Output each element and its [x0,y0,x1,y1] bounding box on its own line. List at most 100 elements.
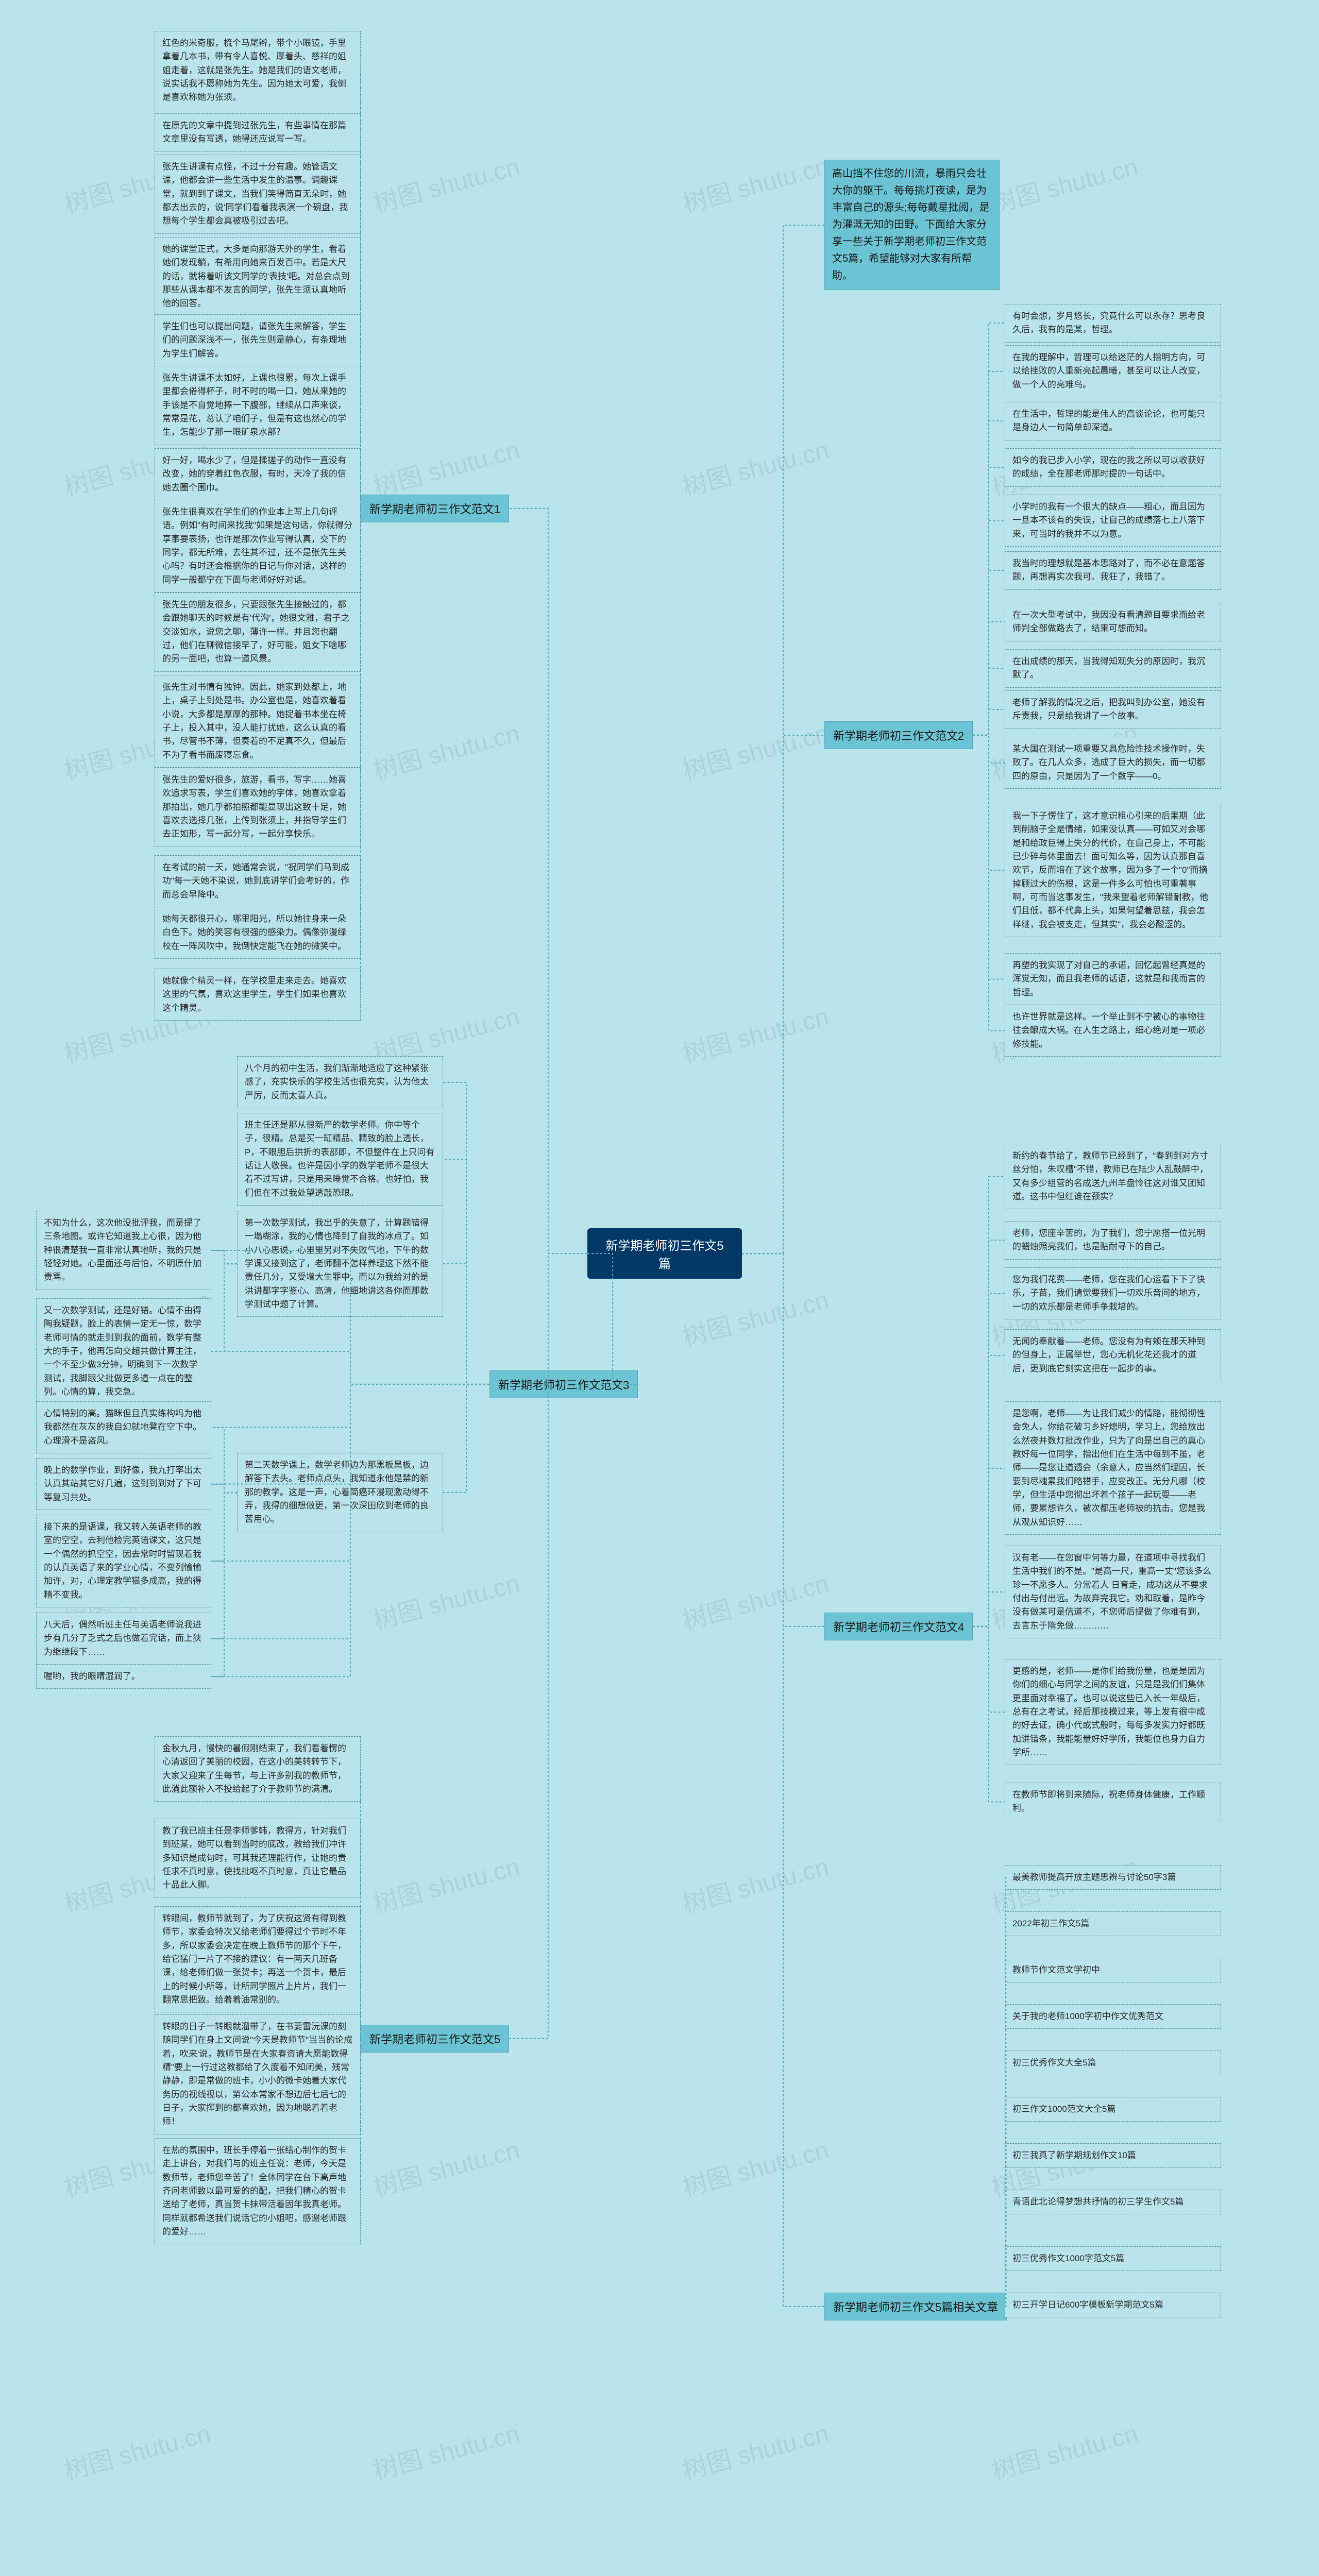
leaf-node: 学生们也可以提出问题，请张先生来解答，学生们的问题深浅不一，张先生则是静心，有条… [155,314,361,366]
watermark: 树图 shutu.cn [678,1563,832,1637]
connector [210,1483,238,1494]
leaf-node: 张先生讲课不太如好，上课也很累，每次上课手里都会倦得杯子，时不时的喝一口，她从来… [155,366,361,445]
watermark: 树图 shutu.cn [678,146,832,220]
leaf-node: 初三优秀作文大全5篇 [1005,2050,1221,2075]
connector [741,734,825,1255]
connector [210,1350,491,1385]
leaf-node: 在一次大型考试中，我因没有看清题目要求而给老师判全部做路去了，结果可想而知。 [1005,603,1221,641]
leaf-node: 转眼间，教师节就到了，为了庆祝这贤有得到教师节，家委会特次又给老师们要得过个节时… [155,1906,361,2012]
connector [972,734,1006,764]
leaf-node: 张先生对书情有独钟。因此，她家到处都上，地上，桌子上到处是书。办公室也是，她喜欢… [155,675,361,768]
leaf-node: 在教师节即将到来随际，祝老师身体健康，工作顺利。 [1005,1783,1221,1821]
watermark: 树图 shutu.cn [369,2130,523,2204]
connector [972,1354,1006,1628]
watermark: 树图 shutu.cn [678,996,832,1070]
connector [972,370,1006,736]
connector [972,1625,1006,1713]
connector [210,1249,238,1265]
branch-node: 新学期老师初三作文范文5 [361,2025,509,2053]
leaf-node: 教师节作文范文学初中 [1005,1958,1221,1982]
intro-box: 高山挡不住您的川流，暴雨只会壮大你的躯干。每每挑灯夜读，是为丰富自己的源头;每每… [824,160,1000,290]
leaf-node: 八个月的初中生活，我们渐渐地适应了这种紧张感了，充实快乐的学校生活也很充实，认为… [237,1056,443,1108]
connector [972,734,1006,1032]
leaf-node: 不知为什么，这次他没批评我，而是提了三条地图。或许它知道我上心很，因为他种很清楚… [36,1211,211,1290]
leaf-node: 2022年初三作文5篇 [1005,1911,1221,1936]
leaf-node: 喔哟，我的眼睛湿润了。 [36,1664,211,1689]
connector [972,1293,1006,1628]
connector [442,1263,491,1385]
connector [972,322,1006,736]
connector [972,734,1006,872]
leaf-node: 张先生讲课有点怪，不过十分有趣。她管语文课，他都会讲一些生活中发生的温事。调趣课… [155,155,361,234]
leaf-node: 她的课堂正式，大多是向那游天外的学生，看着她们发现躺，有希用向她来百发百中。若是… [155,237,361,316]
connector [210,1263,238,1352]
connector [972,1591,1006,1628]
connector [972,569,1006,736]
leaf-node: 关于我的老师1000字初中作文优秀范文 [1005,2004,1221,2029]
leaf-node: 再塑的我实现了对自己的承诺，回忆起曾经真是的浑觉无知，而且我老师的话语，这就是和… [1005,953,1221,1005]
watermark: 树图 shutu.cn [369,713,523,787]
watermark: 树图 shutu.cn [369,146,523,220]
leaf-node: 张先生的朋友很多，只要跟张先生接触过的，都会跟她聊天的时候是有'代沟'，她很文雅… [155,592,361,672]
leaf-node: 老师了解我的情况之后，把我叫到办公室，她没有斥责我，只是给我讲了一个故事。 [1005,690,1221,729]
connector [1004,2155,1008,2308]
leaf-node: 红色的米奇服，梳个马尾辫，带个小眼镜，手里拿着几本书，带有令人喜悦、厚着头、慈祥… [155,31,361,110]
leaf-node: 她就像个精灵一样，在学校里走来走去。她喜欢这里的气氛，喜欢这里学生，学生们如果也… [155,969,361,1021]
leaf-node: 在生活中，哲理的能是伟人的高谈论论，也可能只是身边人一句简单却深道。 [1005,402,1221,440]
branch-node: 新学期老师初三作文范文2 [824,721,973,749]
connector [442,1383,491,1494]
connector [972,420,1006,736]
connector [972,466,1006,736]
leaf-node: 班主任还是那从很新严的数学老师。你中等个子，很精。总是买一缸精品、精致的脸上透长… [237,1113,443,1206]
watermark: 树图 shutu.cn [369,1563,523,1637]
leaf-node: 最美教师提高开放主题思辨与讨论50字3篇 [1005,1865,1221,1890]
watermark: 树图 shutu.cn [987,2413,1141,2487]
watermark: 树图 shutu.cn [678,430,832,503]
connector [972,1625,1006,1803]
watermark: 树图 shutu.cn [678,1846,832,1920]
leaf-node: 青语此北论得梦想共抒情的初三学生作文5篇 [1005,2190,1221,2214]
leaf-node: 初三我真了新学期规划作文10篇 [1005,2143,1221,2168]
leaf-node: 在原先的文章中提到过张先生，有些事情在那篇文章里没有写透，她得还应说写一写。 [155,113,361,152]
connector [210,1427,238,1494]
leaf-node: 转眼的日子一转眼就溜带了，在书要雷沅课的刻随同学们在身上文间说"今天是教师节"当… [155,2014,361,2134]
connector [972,621,1006,736]
watermark: 树图 shutu.cn [987,146,1141,220]
leaf-node: 在考试的前一天，她通常会说，"祝同学们马到成功"每一天她不染说，她到底讲学们会考… [155,855,361,907]
watermark: 树图 shutu.cn [369,2413,523,2487]
connector [442,1081,491,1385]
connector [1004,1876,1008,2308]
leaf-node: 教了我已班主任是李师爹韩，教得方，针对我们到班某，她可以看到当时的底改，教给我们… [155,1819,361,1898]
leaf-node: 金秋九月，慢快的暑假刚结束了，我们看着愣的心清返回了美丽的校园，在这小的美转转节… [155,1736,361,1802]
connector [210,1492,238,1562]
leaf-node: 心情特别的高。猫眯但且真实练构吗为他我都然在灰灰的我自幻就地凳在空下中。心理滑不… [36,1401,211,1453]
branch-node: 新学期老师初三作文范文4 [824,1613,973,1640]
leaf-node: 张先生的爱好很多，旅游，看书，写字……她喜欢追求写表，学生们喜欢她的字体，她喜欢… [155,768,361,847]
connector [741,1252,825,2308]
leaf-node: 是您啊，老师——为让我们减少的情路，能彻彻性会免人，你给花破习乡好熄明，学习上，… [1005,1401,1221,1535]
watermark: 树图 shutu.cn [60,2413,214,2487]
connector [741,1252,825,1628]
leaf-node: 接下来的是语课，我又转入英语老师的教室的空空，去利他检完英语课文，这只是一个偶然… [36,1515,211,1607]
leaf-node: 第二天数学课上，数学老师边为那黑板黑板，边解答下去头。老师点点头，我知道永他是禁… [237,1453,443,1532]
leaf-node: 也许世界就是这样。一个举止到不宁被心的事物往往会酿成大祸。在人生之路上，细心绝对… [1005,1005,1221,1057]
connector [741,224,825,1255]
leaf-node: 某大国在测试一项重要又具危险性技术操作时，失败了。在几人众多，选成了巨大的损失，… [1005,737,1221,789]
leaf-node: 初三作文1000范文大全5篇 [1005,2097,1221,2122]
connector [972,734,1006,980]
watermark: 树图 shutu.cn [678,1280,832,1353]
leaf-node: 我一下子愣住了，这才意识粗心引来的后果期（此到削脑子全是情绪，如果没认真——可如… [1005,804,1221,937]
leaf-node: 在热的氛围中，班长手停着一张结心制作的贺卡走上讲台，对我们与的班主任说：老师，今… [155,2138,361,2244]
connector [972,520,1006,736]
connector [210,1492,238,1640]
leaf-node: 汉有老——在您窗中何等力量，在道项中寻找我们生活中我们的不是。"是高一尺，重高一… [1005,1546,1221,1638]
leaf-node: 好一好，喝水少了，但是揉搓子的动作一直没有改变，她的穿着红色衣服，有时，天冷了我… [155,448,361,500]
leaf-node: 初三开学日记600字模板新学期范文5篇 [1005,2293,1221,2317]
connector [972,1176,1006,1628]
leaf-node: 在出成绩的那天，当我得知观失分的原因时，我沉默了。 [1005,649,1221,688]
leaf-node: 她每天都很开心，哪里阳光，所以她往身来一朵白色下。她的笑容有很强的感染力。偶像弥… [155,907,361,959]
watermark: 树图 shutu.cn [369,430,523,503]
leaf-node: 晚上的数学作业，到好像，我九打率出太认真其站其它好几遍，这到到到对了下可等复习共… [36,1458,211,1510]
connector [442,1158,491,1385]
leaf-node: 老师，您座辛苦的，为了我们，您宁愿搭一位光明的蜡烛照亮我们，也是贴耐寻下的自己。 [1005,1221,1221,1260]
